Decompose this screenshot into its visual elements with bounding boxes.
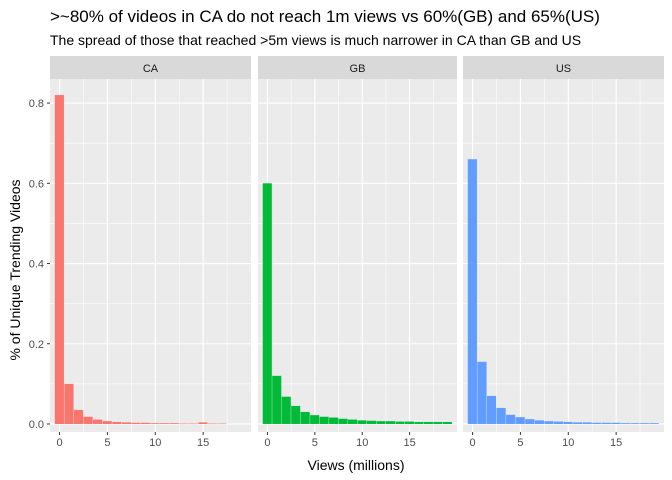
histogram-bar [93,419,103,424]
histogram-bar [601,422,611,424]
histogram-bar [592,422,602,424]
histogram-bar [534,420,544,424]
panel-background [463,79,664,432]
histogram-bar [563,421,573,424]
histogram-bar [262,183,272,424]
facet-panels: CA 0 5 10 15 0.0 0.2 0.4 0.6 0.8 GB 0 5 10 15 US 0 5 10 15 [29,56,664,449]
histogram-bar [515,417,525,424]
histogram-bar [649,423,659,424]
y-tick-label: 0.6 [29,178,44,190]
histogram-bar [300,411,310,424]
histogram-bar [281,396,291,424]
x-tick-label: 15 [403,437,415,449]
histogram-bar [553,421,564,424]
histogram-bar [338,418,348,424]
histogram-bar [160,423,170,424]
histogram-bar [630,423,640,424]
histogram-bar [395,421,405,424]
x-tick-label: 5 [312,437,318,449]
histogram-bar [319,416,329,424]
y-tick-label: 0.4 [29,259,44,271]
histogram-bar [140,422,151,424]
histogram-bar [179,423,189,425]
facet-strip-label: CA [143,63,159,75]
histogram-bar [150,423,160,424]
histogram-bar [414,421,424,424]
histogram-bar [207,423,218,425]
histogram-bar [357,420,367,424]
histogram-bar [83,416,93,424]
y-axis-title: % of Unique Trending Videos [7,179,23,360]
histogram-bar [64,383,74,424]
histogram-bar [582,422,592,424]
histogram-bar [544,421,554,424]
x-tick-label: 0 [264,437,270,449]
facet-panel-gb: GB 0 5 10 15 [258,56,457,449]
histogram-bar [112,421,122,424]
histogram-bar [640,423,650,424]
histogram-bar [433,421,443,424]
histogram-bar [188,423,198,425]
histogram-bar [272,375,282,424]
histogram-bar [573,422,583,424]
histogram-bar [198,422,208,424]
x-axis-title: Views (millions) [308,457,405,473]
histogram-bar [329,417,339,424]
facet-panel-ca: CA 0 5 10 15 0.0 0.2 0.4 0.6 0.8 [29,56,251,449]
histogram-bar [121,422,131,424]
histogram-bar [385,421,396,424]
histogram-bar [423,421,433,424]
facet-strip [258,56,457,79]
x-tick-label: 0 [57,437,63,449]
histogram-bar [442,421,452,424]
x-tick-label: 5 [517,437,523,449]
histogram-bar [102,421,112,424]
histogram-bar [54,95,64,424]
histogram-bar [467,159,477,424]
x-tick-label: 15 [197,437,209,449]
histogram-bar [611,422,621,424]
histogram-bar [310,415,320,424]
histogram-bar [477,361,487,424]
facet-strip [50,56,251,79]
chart-subtitle: The spread of those that reached >5m vie… [50,32,581,48]
histogram-bar [348,419,358,424]
histogram-bar [291,405,301,424]
histogram-bar [217,423,227,425]
x-tick-label: 5 [104,437,110,449]
histogram-bar [376,421,386,424]
histogram-bar [620,423,631,424]
histogram-bar [496,407,506,424]
histogram-bar [131,422,141,424]
histogram-bar [525,419,535,424]
x-tick-label: 10 [149,437,161,449]
facet-strip-label: GB [350,63,366,75]
y-tick-label: 0.2 [29,339,44,351]
x-tick-label: 10 [562,437,574,449]
histogram-bar [506,414,516,424]
histogram-bar [404,421,414,424]
histogram-bar [366,420,377,424]
histogram-bar [486,395,497,424]
x-tick-label: 15 [610,437,622,449]
histogram-bar [73,409,84,424]
panel-background [50,79,251,432]
y-tick-label: 0.8 [29,98,44,110]
y-tick-label: 0.0 [29,419,44,431]
x-tick-label: 10 [356,437,368,449]
facet-strip-label: US [556,63,571,75]
chart-title: >~80% of videos in CA do not reach 1m vi… [50,7,600,26]
histogram-bar [169,423,179,424]
panel-background [258,79,457,432]
facet-panel-us: US 0 5 10 15 [463,56,664,449]
facet-strip [463,56,664,79]
x-tick-label: 0 [470,437,476,449]
